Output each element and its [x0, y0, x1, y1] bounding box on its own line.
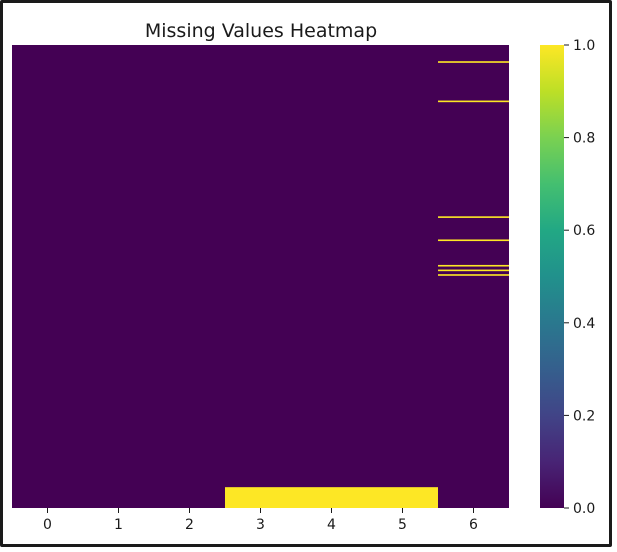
x-tick-label-2: 2 [185, 517, 194, 533]
missing-block-col-3 [225, 487, 296, 508]
colorbar-tick-label-0.8: 0.8 [573, 131, 595, 147]
colorbar-tick-label-0.4: 0.4 [573, 316, 595, 332]
missing-cell-col-6-row-24 [438, 100, 509, 103]
missing-cell-col-6-row-97 [438, 269, 509, 272]
heatmap-cells [12, 45, 509, 508]
x-tick-label-5: 5 [398, 517, 407, 533]
missing-cell-col-6-row-74 [438, 216, 509, 218]
x-tick-label-0: 0 [43, 517, 52, 533]
missing-cell-col-6-row-95 [438, 264, 509, 267]
x-axis: 0 1 2 3 4 5 6 [43, 508, 478, 533]
x-tick-label-1: 1 [114, 517, 123, 533]
missing-cell-col-6-row-7 [438, 61, 509, 63]
x-tick-label-3: 3 [256, 517, 265, 533]
x-tick-label-6: 6 [469, 517, 478, 533]
heatmap-background [12, 45, 509, 508]
chart-title: Missing Values Heatmap [145, 20, 377, 42]
colorbar-tick-label-0.0: 0.0 [573, 501, 595, 517]
colorbar-tick-label-1.0: 1.0 [573, 38, 595, 54]
missing-cell-col-6-row-84 [438, 239, 509, 242]
colorbar-tick-label-0.2: 0.2 [573, 408, 595, 424]
colorbar: 0.0 0.2 0.4 0.6 0.8 1.0 [540, 38, 595, 517]
colorbar-gradient [540, 45, 564, 508]
x-tick-label-4: 4 [327, 517, 336, 533]
missing-cell-col-6-row-99 [438, 274, 509, 276]
colorbar-tick-label-0.6: 0.6 [573, 223, 595, 239]
missing-block-col-4 [296, 487, 367, 508]
missing-block-col-5 [367, 487, 438, 508]
